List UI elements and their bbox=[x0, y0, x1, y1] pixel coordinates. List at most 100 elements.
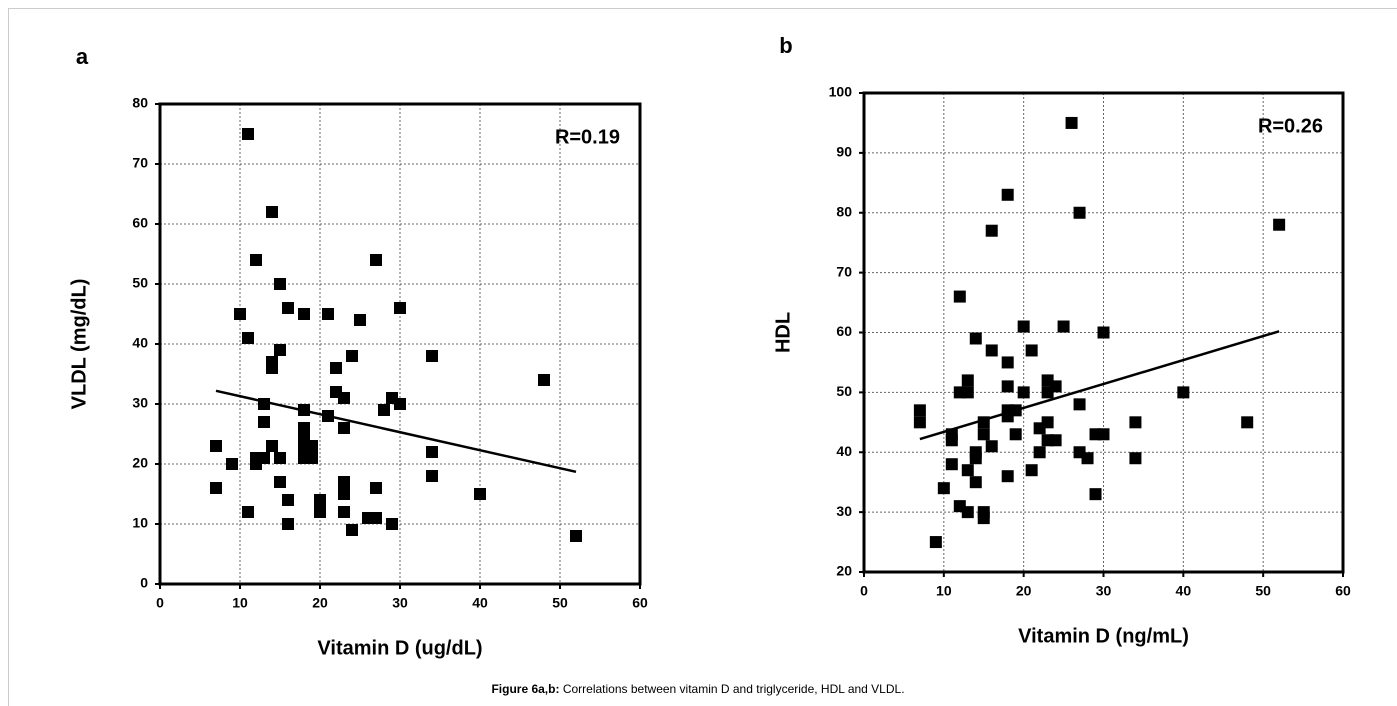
y-tick-label: 40 bbox=[836, 443, 852, 459]
point bbox=[322, 308, 334, 320]
point bbox=[338, 392, 350, 404]
y-tick-label: 10 bbox=[132, 515, 148, 531]
point bbox=[953, 290, 966, 303]
point bbox=[274, 476, 286, 488]
point bbox=[474, 488, 486, 500]
y-tick-label: 60 bbox=[836, 323, 852, 339]
point bbox=[1097, 326, 1110, 339]
point bbox=[1025, 344, 1038, 357]
annotation: R=0.26 bbox=[1258, 115, 1323, 137]
caption: Figure 6a,b: Correlations between vitami… bbox=[491, 682, 904, 696]
point bbox=[386, 518, 398, 530]
point bbox=[1017, 386, 1030, 399]
point bbox=[969, 476, 982, 489]
point bbox=[258, 416, 270, 428]
trend-line bbox=[215, 389, 577, 474]
caption-text: Correlations between vitamin D and trigl… bbox=[563, 682, 905, 696]
panel-label: a bbox=[76, 44, 89, 69]
point bbox=[338, 422, 350, 434]
point bbox=[985, 224, 998, 237]
point bbox=[306, 452, 318, 464]
point bbox=[1033, 446, 1046, 459]
frame bbox=[8, 8, 1397, 706]
y-tick-label: 50 bbox=[836, 383, 852, 399]
point bbox=[961, 506, 974, 519]
point bbox=[282, 494, 294, 506]
point bbox=[1065, 116, 1078, 129]
point bbox=[1081, 452, 1094, 465]
x-tick-label: 30 bbox=[1096, 583, 1112, 599]
point bbox=[1057, 320, 1070, 333]
point bbox=[961, 374, 974, 387]
point bbox=[370, 254, 382, 266]
y-tick-label: 80 bbox=[836, 203, 852, 219]
point bbox=[969, 452, 982, 465]
y-tick-label: 50 bbox=[132, 275, 148, 291]
point bbox=[370, 482, 382, 494]
point bbox=[274, 452, 286, 464]
point bbox=[961, 464, 974, 477]
x-tick-label: 20 bbox=[312, 595, 328, 611]
y-tick-label: 80 bbox=[132, 95, 148, 111]
y-tick-label: 70 bbox=[132, 155, 148, 171]
y-tick-label: 90 bbox=[836, 144, 852, 160]
plot-border bbox=[158, 102, 642, 586]
point bbox=[426, 446, 438, 458]
x-tick-label: 30 bbox=[392, 595, 408, 611]
point bbox=[929, 536, 942, 549]
y-axis-title: VLDL (mg/dL) bbox=[68, 279, 90, 410]
point bbox=[346, 350, 358, 362]
point bbox=[394, 398, 406, 410]
point bbox=[1097, 428, 1110, 441]
point bbox=[1129, 452, 1142, 465]
y-tick-label: 20 bbox=[132, 455, 148, 471]
point bbox=[1017, 320, 1030, 333]
point bbox=[210, 482, 222, 494]
point bbox=[330, 362, 342, 374]
point bbox=[985, 344, 998, 357]
point bbox=[426, 350, 438, 362]
point bbox=[298, 308, 310, 320]
point bbox=[945, 434, 958, 447]
point bbox=[1177, 386, 1190, 399]
point bbox=[394, 302, 406, 314]
point bbox=[985, 440, 998, 453]
x-tick-label: 50 bbox=[552, 595, 568, 611]
point bbox=[1009, 428, 1022, 441]
point bbox=[945, 458, 958, 471]
point bbox=[378, 404, 390, 416]
point bbox=[977, 512, 990, 525]
x-tick-label: 10 bbox=[936, 583, 952, 599]
point bbox=[338, 488, 350, 500]
y-tick-label: 20 bbox=[836, 563, 852, 579]
point bbox=[242, 506, 254, 518]
x-tick-label: 60 bbox=[1335, 583, 1351, 599]
point bbox=[210, 440, 222, 452]
point bbox=[913, 416, 926, 429]
point bbox=[274, 278, 286, 290]
trend-line bbox=[919, 330, 1280, 441]
x-tick-label: 10 bbox=[232, 595, 248, 611]
y-tick-label: 30 bbox=[132, 395, 148, 411]
x-axis-title: Vitamin D (ng/mL) bbox=[1018, 625, 1189, 647]
point bbox=[977, 428, 990, 441]
point bbox=[1073, 206, 1086, 219]
point bbox=[1241, 416, 1254, 429]
point bbox=[282, 518, 294, 530]
y-tick-label: 40 bbox=[132, 335, 148, 351]
point bbox=[1001, 380, 1014, 393]
point bbox=[1041, 386, 1054, 399]
point bbox=[234, 308, 246, 320]
y-tick-label: 60 bbox=[132, 215, 148, 231]
point bbox=[314, 506, 326, 518]
point bbox=[538, 374, 550, 386]
point bbox=[1273, 218, 1286, 231]
point bbox=[969, 332, 982, 345]
x-tick-label: 0 bbox=[156, 595, 164, 611]
x-axis-title: Vitamin D (ug/dL) bbox=[317, 637, 482, 659]
point bbox=[354, 314, 366, 326]
y-tick-label: 100 bbox=[829, 84, 853, 100]
point bbox=[266, 440, 278, 452]
point bbox=[338, 506, 350, 518]
annotation: R=0.19 bbox=[555, 126, 620, 148]
